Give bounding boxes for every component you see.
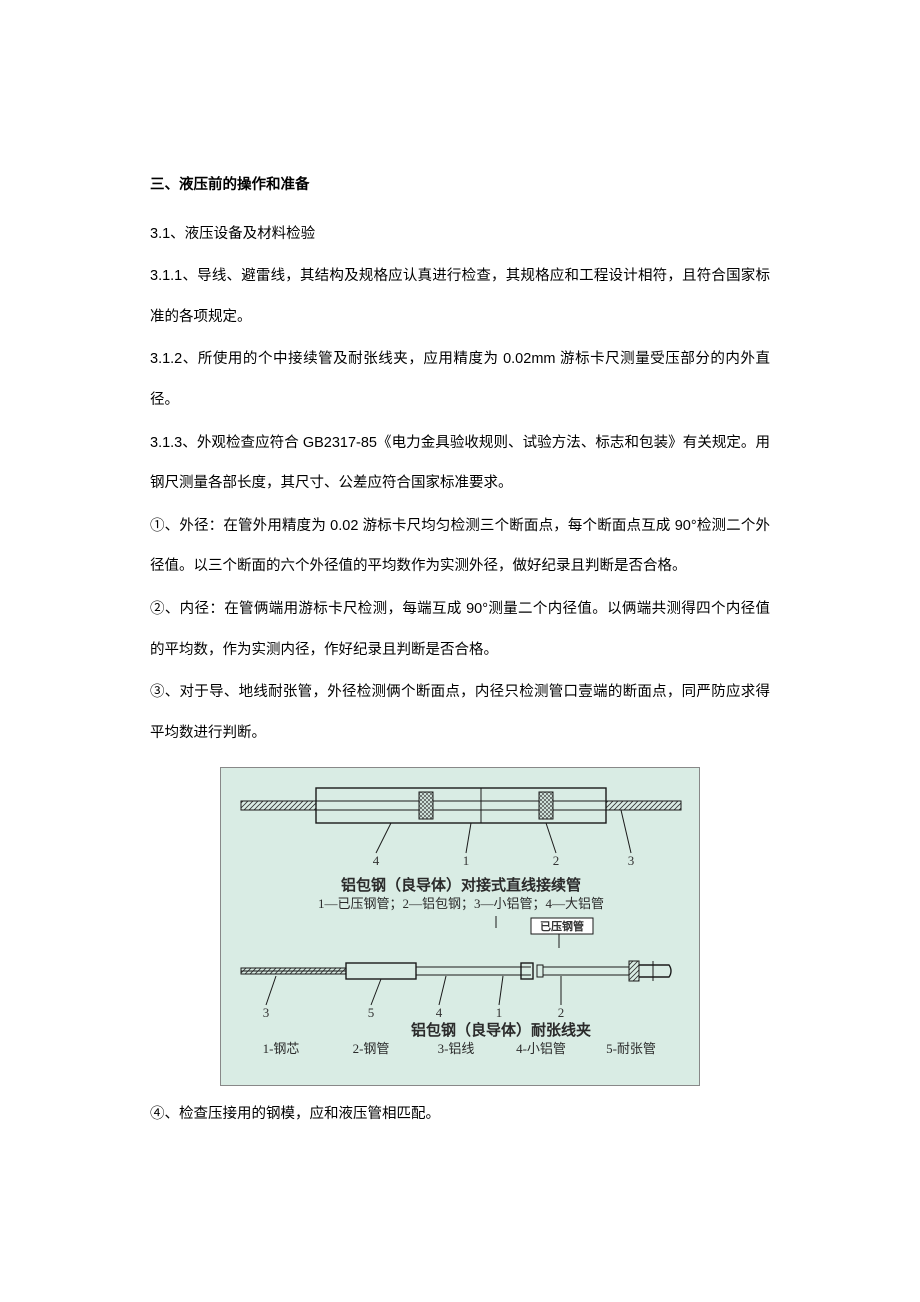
top-diagram-legend: 1—已压钢管；2—铝包钢；3—小铝管；4—大铝管 xyxy=(318,896,604,912)
bot-mark-1: 1 xyxy=(496,1005,503,1020)
para-3-1-2: 3.1.2、所使用的个中接续管及耐张线夹，应用精度为 0.02mm 游标卡尺测量… xyxy=(150,339,770,420)
bot-leg-4: 4-小铝管 xyxy=(516,1041,566,1056)
para-circle-3: ③、对于导、地线耐张管，外径检测俩个断面点，内径只检测管口壹端的断面点，同严防应… xyxy=(150,672,770,753)
bot-mark-2: 2 xyxy=(558,1005,565,1020)
pressed-steel-tube-tag: 已压钢管 xyxy=(540,919,584,933)
para-circle-4: ④、检查压接用的钢模，应和液压管相匹配。 xyxy=(150,1094,770,1135)
top-mark-3: 3 xyxy=(628,853,635,868)
para-circle-2: ②、内径：在管俩端用游标卡尺检测，每端互成 90°测量二个内径值。以俩端共测得四… xyxy=(150,589,770,670)
top-mark-4: 4 xyxy=(373,853,380,868)
top-mark-1: 1 xyxy=(463,853,470,868)
para-circle-1: ①、外径：在管外用精度为 0.02 游标卡尺均匀检测三个断面点，每个断面点互成 … xyxy=(150,506,770,587)
para-3-1: 3.1、液压设备及材料检验 xyxy=(150,214,770,255)
bot-leg-3: 3-铝线 xyxy=(438,1041,475,1056)
figure-container: 4 1 2 3 铝包钢（良导体）对接式直线接续管 1—已压钢管；2—铝包钢；3—… xyxy=(150,767,770,1086)
para-3-1-3: 3.1.3、外观检查应符合 GB2317-85《电力金具验收规则、试验方法、标志… xyxy=(150,423,770,504)
bot-mark-5: 5 xyxy=(368,1005,375,1020)
bot-leg-2: 2-钢管 xyxy=(353,1041,390,1056)
bottom-diagram-title: 铝包钢（良导体）耐张线夹 xyxy=(411,1021,591,1039)
bot-leg-5: 5-耐张管 xyxy=(606,1041,656,1056)
bot-mark-3: 3 xyxy=(263,1005,270,1020)
technical-diagram: 4 1 2 3 铝包钢（良导体）对接式直线接续管 1—已压钢管；2—铝包钢；3—… xyxy=(220,767,700,1086)
section-heading: 三、液压前的操作和准备 xyxy=(150,165,770,206)
para-3-1-1: 3.1.1、导线、避雷线，其结构及规格应认真进行检查，其规格应和工程设计相符，且… xyxy=(150,256,770,337)
top-diagram-title: 铝包钢（良导体）对接式直线接续管 xyxy=(341,876,581,894)
bot-mark-4: 4 xyxy=(436,1005,443,1020)
bot-leg-1: 1-钢芯 xyxy=(263,1041,300,1056)
top-mark-2: 2 xyxy=(553,853,560,868)
